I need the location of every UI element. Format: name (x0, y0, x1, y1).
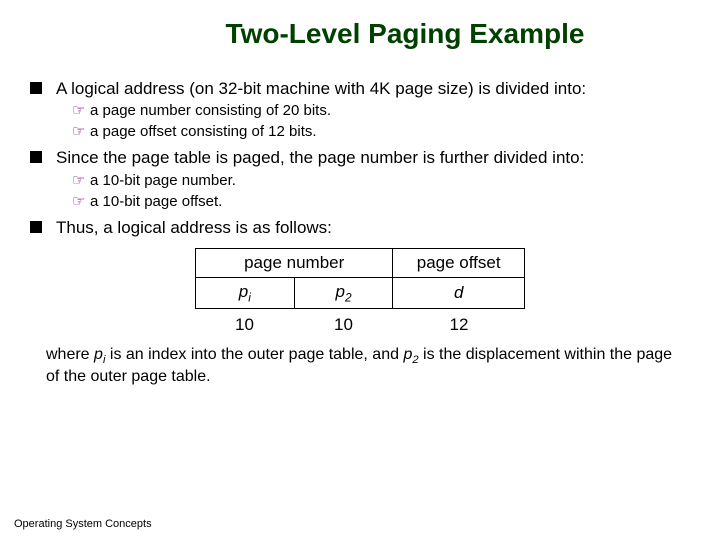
bullet-1b: ☞ a page offset consisting of 12 bits. (72, 123, 690, 141)
bits-3: 12 (393, 315, 525, 335)
bullet-3-text: Thus, a logical address is as follows: (56, 217, 332, 238)
bullet-1a-text: a page number consisting of 20 bits. (90, 102, 331, 120)
bullet-1: A logical address (on 32-bit machine wit… (30, 78, 690, 99)
bullet-2: Since the page table is paged, the page … (30, 147, 690, 168)
footnote-part: where (46, 346, 94, 363)
bullet-3: Thus, a logical address is as follows: (30, 217, 690, 238)
bullet-2b-text: a 10-bit page offset. (90, 193, 222, 211)
table-cell-d: d (393, 277, 525, 308)
square-bullet-icon (30, 82, 42, 94)
pointer-icon: ☞ (72, 193, 90, 211)
footnote: where pi is an index into the outer page… (46, 345, 674, 387)
bullet-1a: ☞ a page number consisting of 20 bits. (72, 102, 690, 120)
bits-row: 10 10 12 (195, 315, 525, 335)
bullet-2b: ☞ a 10-bit page offset. (72, 193, 690, 211)
table-header-offset: page offset (393, 248, 525, 277)
square-bullet-icon (30, 221, 42, 233)
footnote-part: is an index into the outer page table, a… (105, 346, 403, 363)
table-cell-p2: p2 (294, 277, 393, 308)
bits-2: 10 (294, 315, 393, 335)
bullet-1b-text: a page offset consisting of 12 bits. (90, 123, 317, 141)
bullet-2a-text: a 10-bit page number. (90, 172, 236, 190)
table-header-pagenum: page number (196, 248, 393, 277)
footer-text: Operating System Concepts (14, 518, 152, 530)
table-cell-p1: pi (196, 277, 295, 308)
pointer-icon: ☞ (72, 123, 90, 141)
bits-1: 10 (195, 315, 294, 335)
pointer-icon: ☞ (72, 172, 90, 190)
pointer-icon: ☞ (72, 102, 90, 120)
address-table: page number page offset pi p2 d 10 10 12 (195, 248, 525, 335)
address-table-grid: page number page offset pi p2 d (195, 248, 525, 309)
bullet-1-text: A logical address (on 32-bit machine wit… (56, 78, 586, 99)
slide: Two-Level Paging Example A logical addre… (0, 0, 720, 397)
square-bullet-icon (30, 151, 42, 163)
bullet-2-text: Since the page table is paged, the page … (56, 147, 584, 168)
slide-title: Two-Level Paging Example (30, 18, 690, 50)
bullet-2a: ☞ a 10-bit page number. (72, 172, 690, 190)
